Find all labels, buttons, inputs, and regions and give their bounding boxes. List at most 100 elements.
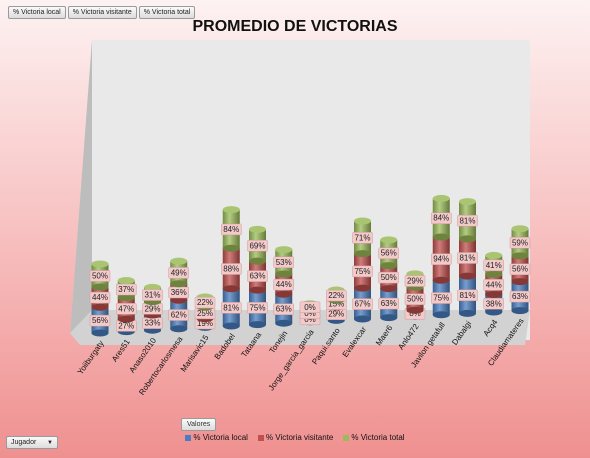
bar-total-cap-5 — [222, 206, 240, 214]
data-label-local-16: 63% — [512, 292, 528, 301]
data-label-visitante-7: 44% — [276, 280, 292, 289]
data-label-total-11: 56% — [381, 249, 397, 258]
data-label-bg-local-16 — [509, 290, 531, 303]
data-label-total-3: 49% — [171, 268, 187, 277]
legend-item-visitante: % Victoria visitante — [257, 433, 334, 442]
data-label-total-9: 22% — [328, 291, 344, 300]
bar-total-base-13 — [432, 233, 450, 241]
data-label-bg-total-3 — [168, 267, 189, 279]
jugador-filter-dropdown[interactable]: Jugador ▼ — [6, 436, 58, 449]
data-label-total-2: 31% — [144, 291, 160, 300]
bar-total-base-16 — [511, 252, 529, 260]
data-label-bg-local-11 — [378, 297, 399, 310]
bar-total-base-15 — [485, 270, 503, 278]
data-label-bg-local-13 — [431, 292, 452, 304]
bar-total-cap-10 — [354, 217, 371, 225]
data-label-bg-local-3 — [168, 309, 189, 321]
bar-visitante-base-0 — [91, 303, 109, 311]
bar-local-base-3 — [170, 325, 188, 333]
bar-visitante-base-7 — [275, 290, 293, 298]
data-label-bg-visitante-11 — [378, 271, 399, 284]
data-label-bg-total-11 — [378, 247, 399, 259]
data-label-bg-visitante-15 — [483, 279, 504, 291]
bar-total-base-14 — [459, 235, 476, 243]
data-label-visitante-3: 36% — [171, 288, 187, 297]
field-button-visitante[interactable]: % Victoria visitante — [67, 6, 137, 19]
plot-side-wall — [70, 40, 92, 340]
bar-total-cap-13 — [432, 194, 450, 202]
bar-local-base-15 — [485, 308, 503, 316]
data-label-visitante-11: 50% — [381, 273, 397, 282]
data-label-bg-total-0 — [89, 270, 111, 282]
data-label-bg-total-1 — [116, 283, 137, 296]
legend-swatch-local — [185, 434, 192, 441]
chevron-down-icon: ▼ — [47, 439, 53, 446]
bar-total-base-1 — [117, 294, 135, 302]
field-button-local[interactable]: % Victoria local — [8, 6, 66, 19]
field-buttons: % Victoria local % Victoria visitante % … — [8, 6, 196, 19]
data-label-total-5: 84% — [223, 225, 239, 234]
bar-visitante-base-13 — [432, 276, 450, 284]
bar-total-base-6 — [249, 257, 266, 265]
data-label-bg-visitante-7 — [273, 278, 294, 291]
bar-local-base-10 — [354, 315, 371, 323]
data-label-visitante-16: 56% — [512, 265, 528, 274]
data-label-local-11: 63% — [381, 299, 397, 308]
data-label-visitante-10: 75% — [354, 267, 370, 276]
data-label-local-2: 33% — [144, 319, 160, 328]
bar-local-base-14 — [459, 309, 476, 317]
data-label-bg-local-14 — [457, 289, 478, 302]
data-label-bg-total-4 — [194, 296, 216, 309]
bar-local-base-13 — [432, 311, 450, 319]
data-label-visitante-14: 81% — [459, 254, 475, 263]
data-label-total-12: 29% — [407, 277, 423, 286]
data-label-visitante-2: 29% — [144, 304, 160, 313]
data-label-bg-total-12 — [404, 275, 426, 287]
data-label-local-5: 81% — [223, 303, 239, 312]
data-label-visitante-9: 15% — [328, 300, 344, 309]
bar-visitante-base-15 — [485, 291, 503, 299]
data-label-bg-local-0 — [89, 314, 111, 327]
legend-item-total: % Victoria total — [343, 433, 405, 442]
legend: % Victoria local % Victoria visitante % … — [0, 433, 590, 442]
data-label-bg-total-5 — [221, 223, 242, 236]
data-label-local-1: 27% — [118, 321, 134, 330]
legend-item-local: % Victoria local — [185, 433, 248, 442]
bar-total-base-3 — [170, 280, 188, 288]
data-label-bg-local-7 — [273, 303, 294, 315]
bar-visitante-base-5 — [222, 285, 240, 293]
bar-total-cap-16 — [511, 225, 529, 233]
data-label-visitante-12: 50% — [407, 295, 423, 304]
bar-total-base-11 — [380, 262, 398, 270]
bar-total-cap-15 — [485, 251, 503, 259]
legend-swatch-total — [343, 434, 350, 441]
data-label-local-3: 62% — [171, 311, 187, 320]
data-label-total-6: 69% — [249, 241, 265, 250]
data-label-bg-local-6 — [247, 302, 268, 314]
data-label-bg-local-15 — [483, 298, 504, 310]
data-label-visitante-6: 63% — [249, 272, 265, 281]
legend-swatch-visitante — [257, 434, 264, 441]
data-label-bg-total-6 — [247, 240, 268, 252]
data-label-bg-total-14 — [457, 215, 478, 227]
bar-local-base-5 — [222, 322, 240, 330]
data-label-visitante-0: 44% — [92, 293, 108, 302]
data-label-bg-total-13 — [431, 212, 452, 224]
legend-label-visitante: % Victoria visitante — [265, 433, 334, 442]
bar-local-base-0 — [91, 329, 109, 337]
legend-label-local: % Victoria local — [193, 433, 248, 442]
field-button-total[interactable]: % Victoria total — [138, 6, 196, 19]
legend-label-total: % Victoria total — [351, 433, 405, 442]
data-label-total-16: 59% — [512, 238, 528, 247]
data-label-local-6: 75% — [249, 303, 265, 312]
bar-local-base-6 — [249, 321, 266, 329]
values-button[interactable]: Valores — [181, 418, 217, 431]
data-label-total-14: 81% — [459, 216, 475, 225]
bar-visitante-base-14 — [459, 272, 476, 280]
data-label-visitante-4: 25% — [197, 309, 213, 318]
bar-total-cap-14 — [459, 198, 476, 206]
data-label-bg-total-16 — [509, 237, 531, 249]
data-label-local-9: 29% — [328, 310, 344, 319]
data-label-local-15: 38% — [486, 299, 502, 308]
